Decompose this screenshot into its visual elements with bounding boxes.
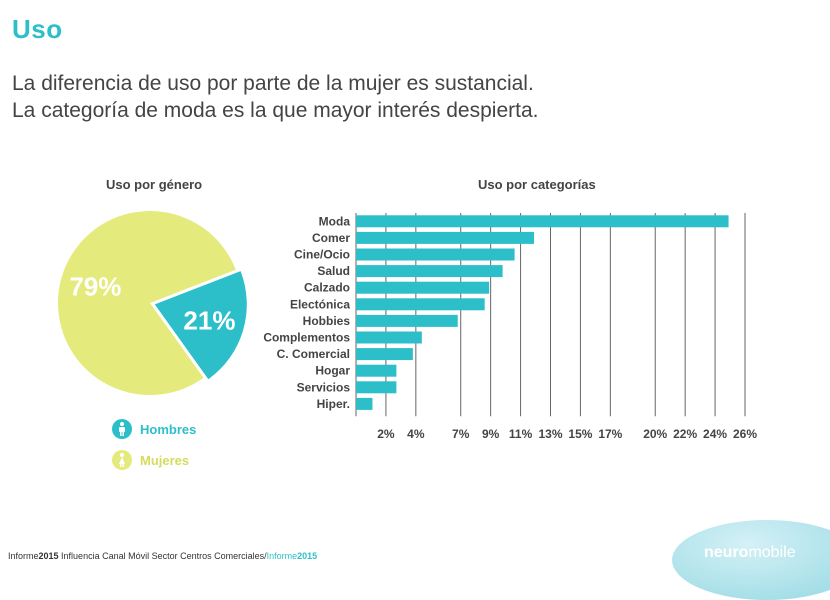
category-label: Hiper. xyxy=(317,397,350,411)
pie-label-hombres: 21% xyxy=(183,306,235,336)
bar-comer xyxy=(356,231,535,244)
category-label: Calzado xyxy=(304,281,350,295)
x-tick-label: 15% xyxy=(568,427,592,441)
x-tick-label: 7% xyxy=(452,427,470,441)
bar-heading: Uso por categorías xyxy=(478,177,596,192)
pie-label-mujeres: 79% xyxy=(69,272,121,302)
category-label: Comer xyxy=(312,231,350,245)
bar-c-comercial xyxy=(356,348,413,361)
x-tick-label: 4% xyxy=(407,427,425,441)
bar-servicios xyxy=(356,381,397,394)
pie-slice-hombres xyxy=(154,271,247,380)
page-title: Uso xyxy=(12,14,63,44)
pie-slice-mujeres xyxy=(57,211,236,395)
footer-text: Informe2015 Influencia Canal Móvil Secto… xyxy=(8,551,318,561)
bar-chart: 2% 4% 7% 9% 11% 13% 15% 17% 20% 22% 24% 26% Moda Come… xyxy=(263,213,757,441)
brand-logo: neuromobile xyxy=(704,544,796,561)
category-label: Moda xyxy=(319,214,351,228)
category-label: Hobbies xyxy=(303,314,351,328)
legend-item-mujeres: Mujeres xyxy=(112,449,189,471)
bar-hogar xyxy=(356,364,397,377)
x-tick-label: 17% xyxy=(598,427,622,441)
category-label: Hogar xyxy=(315,364,350,378)
category-label: C. Comercial xyxy=(277,347,350,361)
category-label: Complementos xyxy=(263,331,350,345)
pie-chart: 21% 79% xyxy=(57,211,247,395)
bar-elect-nica xyxy=(356,298,485,311)
x-tick-label: 13% xyxy=(538,427,562,441)
legend-item-hombres: Hombres xyxy=(112,418,196,440)
x-tick-label: 22% xyxy=(673,427,697,441)
category-label: Electónica xyxy=(290,297,350,311)
bar-moda xyxy=(356,215,729,228)
category-label: Servicios xyxy=(297,380,351,394)
x-tick-label: 20% xyxy=(643,427,667,441)
bar-complementos xyxy=(356,331,422,344)
page-subtitle: La diferencia de uso por parte de la muj… xyxy=(12,70,538,124)
bar-cine-ocio xyxy=(356,248,515,261)
x-tick-label: 24% xyxy=(703,427,727,441)
x-tick-label: 2% xyxy=(377,427,395,441)
subtitle-line-1: La diferencia de uso por parte de la muj… xyxy=(12,72,534,95)
category-label: Salud xyxy=(317,264,350,278)
legend-label-hombres: Hombres xyxy=(140,421,197,437)
bar-salud xyxy=(356,265,503,278)
woman-icon xyxy=(112,450,132,470)
x-tick-label: 9% xyxy=(482,427,500,441)
pie-heading: Uso por género xyxy=(106,177,203,192)
subtitle-line-2: La categoría de moda es la que mayor int… xyxy=(12,99,539,122)
legend-label-mujeres: Mujeres xyxy=(140,452,190,468)
bar-hobbies xyxy=(356,314,458,327)
category-label: Cine/Ocio xyxy=(294,248,350,262)
man-icon xyxy=(112,419,132,439)
x-tick-label: 26% xyxy=(733,427,757,441)
x-tick-label: 11% xyxy=(509,427,533,441)
bar-calzado xyxy=(356,281,490,294)
bar-hiper- xyxy=(356,397,373,410)
